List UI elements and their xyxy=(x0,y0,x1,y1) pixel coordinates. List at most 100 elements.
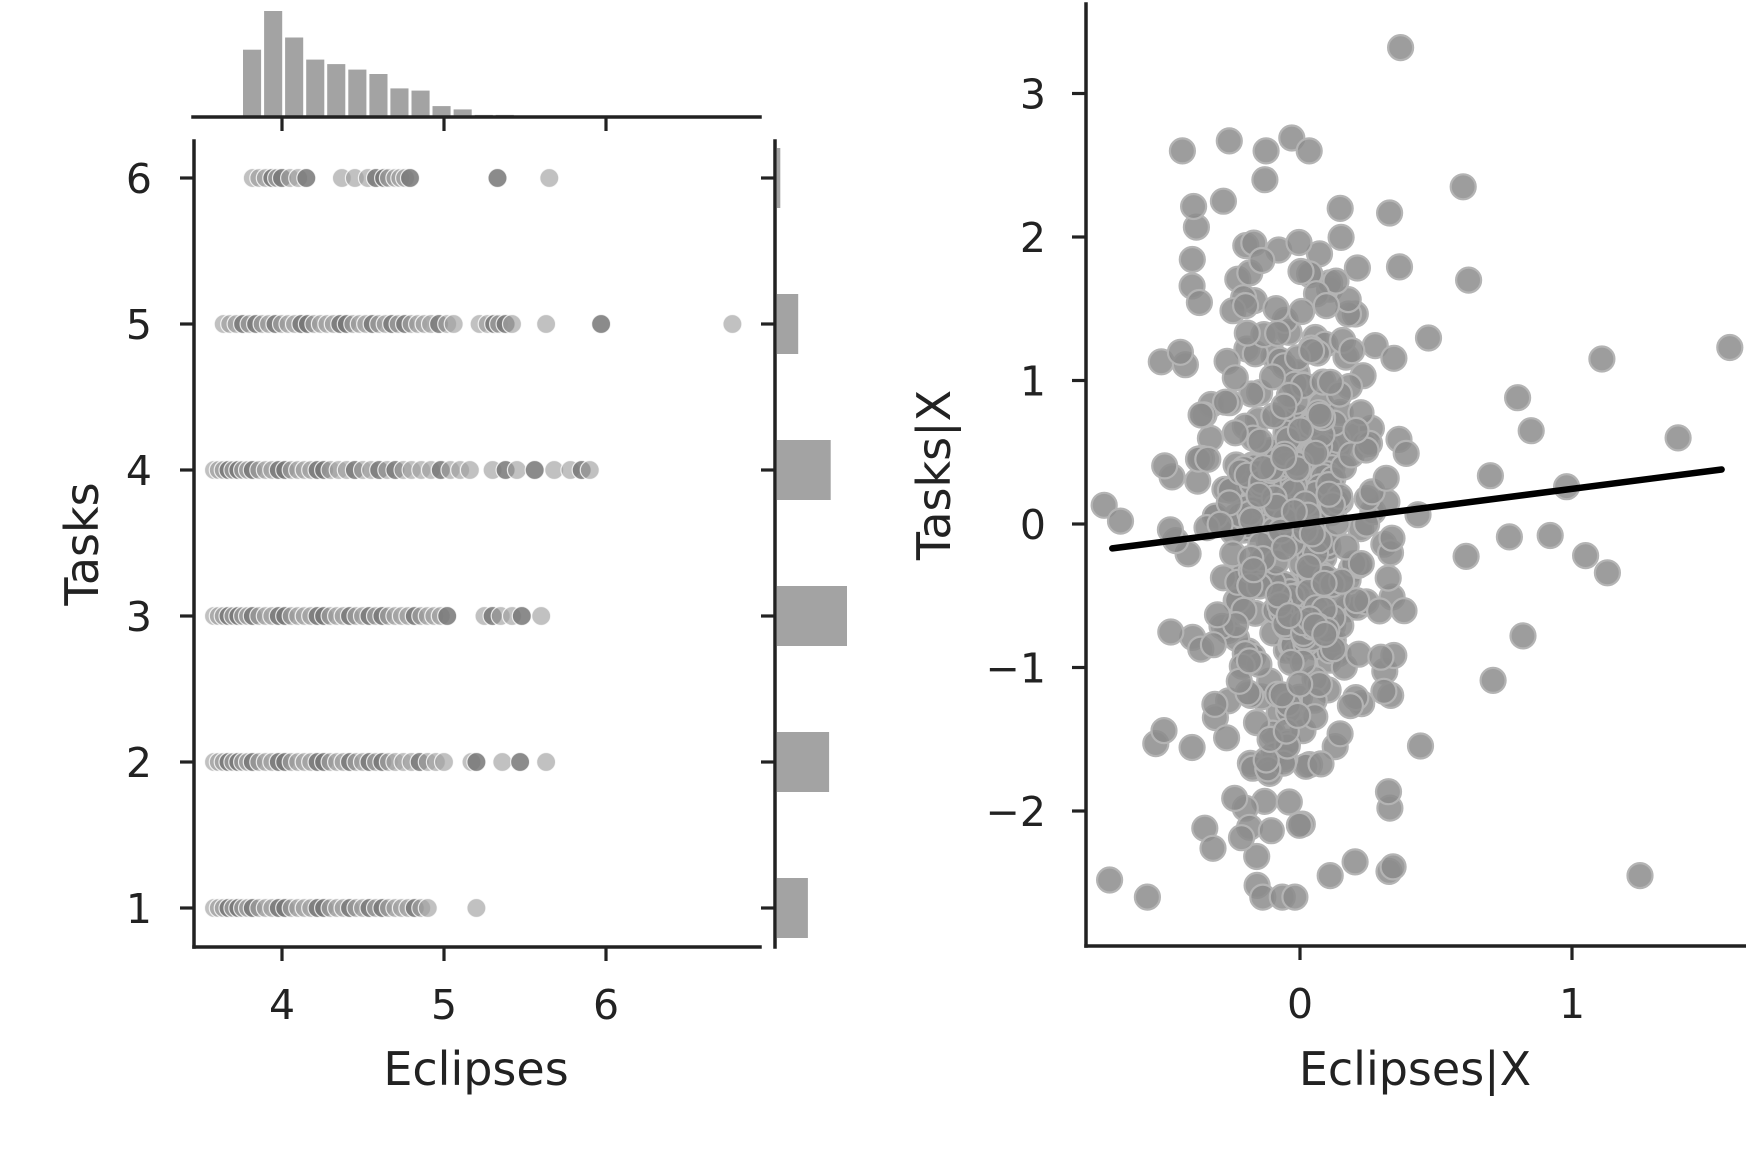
regression-point xyxy=(1221,364,1249,392)
regression-point xyxy=(1252,137,1280,165)
marginal-y-bar xyxy=(777,732,830,792)
regression-point xyxy=(1385,253,1414,281)
regression-x-axis-label: Eclipses|X xyxy=(1299,1042,1531,1097)
regression-y-tick-label: −1 xyxy=(986,645,1046,693)
regression-point xyxy=(1221,419,1249,447)
joint-point xyxy=(535,313,557,335)
joint-point xyxy=(539,167,560,189)
regression-y-ticks: −2 −1 0 1 2 3 xyxy=(986,71,1086,836)
joint-y-tick-label: 3 xyxy=(126,593,152,641)
marginal-y-bar xyxy=(777,148,781,208)
regression-y-axis-label: Tasks|X xyxy=(907,390,962,561)
joint-point xyxy=(296,167,317,189)
regression-point xyxy=(1209,187,1238,215)
joint-point xyxy=(459,459,480,481)
regression-point xyxy=(1215,127,1243,155)
regression-points xyxy=(1090,33,1744,911)
regression-point xyxy=(1288,297,1316,326)
regression-point xyxy=(1452,542,1480,571)
regression-point xyxy=(1166,338,1195,366)
regression-point xyxy=(1406,732,1435,760)
marginal-x-bar xyxy=(432,106,451,116)
regression-point xyxy=(1199,834,1227,862)
regression-point xyxy=(1326,720,1354,748)
regression-point xyxy=(1311,620,1339,649)
regression-point xyxy=(1571,541,1600,570)
regression-point xyxy=(1133,883,1162,911)
regression-point xyxy=(1390,597,1418,625)
regression-point xyxy=(1322,267,1350,295)
regression-point xyxy=(1240,556,1268,584)
regression-point xyxy=(1495,523,1524,551)
joint-plot: 4 5 6 1 2 3 4 5 6 Eclipses Tasks xyxy=(55,11,847,1096)
joint-y-tick-label: 5 xyxy=(126,301,152,349)
regression-point xyxy=(1231,292,1260,320)
regression-point xyxy=(1370,677,1398,705)
regression-x-tick-label: 1 xyxy=(1559,980,1585,1028)
regression-point xyxy=(1343,254,1372,282)
marginal-x-bar xyxy=(453,109,472,116)
regression-point xyxy=(1150,716,1178,745)
regression-point xyxy=(1235,647,1264,675)
marginal-y-bar xyxy=(777,294,799,354)
regression-point xyxy=(1270,534,1298,562)
regression-point xyxy=(1479,666,1507,695)
joint-point xyxy=(466,751,487,773)
regression-point xyxy=(1367,643,1395,671)
regression-point xyxy=(1199,631,1228,659)
regression-y-tick-label: 3 xyxy=(1020,71,1046,119)
regression-point xyxy=(1258,363,1287,391)
regression-point xyxy=(1185,288,1214,317)
regression-point xyxy=(1233,319,1261,347)
joint-y-tick-label: 1 xyxy=(126,885,152,933)
regression-point xyxy=(1338,337,1366,365)
regression-point xyxy=(1294,552,1323,581)
joint-point xyxy=(579,459,600,481)
regression-point xyxy=(1372,464,1400,492)
regression-point xyxy=(1179,192,1208,221)
regression-point xyxy=(1392,439,1420,467)
regression-point xyxy=(1378,524,1406,552)
regression-point xyxy=(1503,384,1532,412)
regression-point xyxy=(1280,498,1308,526)
regression-point xyxy=(1345,640,1373,668)
marginal-y-bar xyxy=(777,878,808,938)
regression-point xyxy=(1327,223,1355,251)
regression-fit-line xyxy=(1109,466,1725,552)
regression-point xyxy=(1287,257,1315,286)
regression-point xyxy=(1157,618,1185,646)
regression-x-tick-label: 0 xyxy=(1287,980,1313,1028)
marginal-x-bar xyxy=(411,90,430,116)
regression-point xyxy=(1536,521,1564,550)
regression-point xyxy=(1090,491,1118,519)
regression-point xyxy=(1275,788,1303,816)
regression-point xyxy=(1286,670,1314,698)
joint-y-axis-label: Tasks xyxy=(55,482,109,606)
joint-point xyxy=(509,751,531,773)
regression-point xyxy=(1332,533,1360,561)
regression-point xyxy=(1316,861,1344,890)
marginal-x-bar xyxy=(327,64,346,116)
regression-point xyxy=(1212,724,1241,752)
regression-point xyxy=(1285,228,1313,257)
regression-y-tick-label: 2 xyxy=(1020,214,1046,262)
regression-point xyxy=(1626,861,1654,890)
regression-point xyxy=(1106,507,1135,535)
regression-point xyxy=(1517,417,1545,445)
marginal-y-bar xyxy=(777,586,847,646)
regression-point xyxy=(1341,848,1369,876)
regression-point xyxy=(1285,811,1314,839)
marginal-x-bar xyxy=(390,88,409,116)
regression-point xyxy=(1168,137,1197,165)
marginal-x-bar xyxy=(348,69,367,116)
joint-point xyxy=(433,751,455,773)
joint-point xyxy=(417,897,438,919)
regression-point xyxy=(1380,344,1408,372)
regression-point xyxy=(1716,333,1744,362)
regression-point xyxy=(1263,319,1292,347)
regression-point xyxy=(1315,480,1343,508)
regression-point xyxy=(1201,690,1229,719)
regression-point xyxy=(1211,388,1240,416)
regression-point xyxy=(1178,733,1206,762)
